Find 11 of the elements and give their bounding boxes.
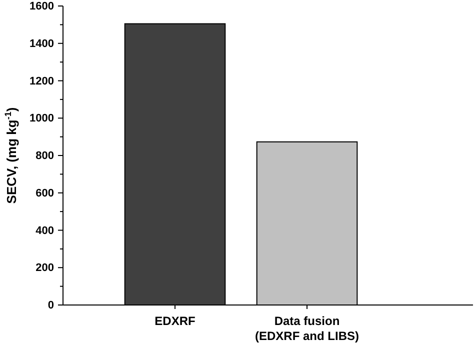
- x-tick-label: Data fusion (EDXRF and LIBS): [255, 314, 359, 343]
- y-tick-label: 0: [48, 300, 54, 312]
- y-tick-label: 1600: [30, 0, 54, 13]
- y-tick-label: 200: [36, 262, 54, 274]
- y-tick-label: 600: [36, 187, 54, 200]
- y-tick-label: 1200: [30, 75, 54, 88]
- y-tick-label: 1400: [30, 38, 54, 50]
- y-tick-label: 800: [36, 150, 54, 162]
- x-tick-label: EDXRF: [154, 314, 196, 328]
- y-tick-label: 400: [36, 224, 54, 237]
- y-tick-label: 1000: [30, 112, 54, 125]
